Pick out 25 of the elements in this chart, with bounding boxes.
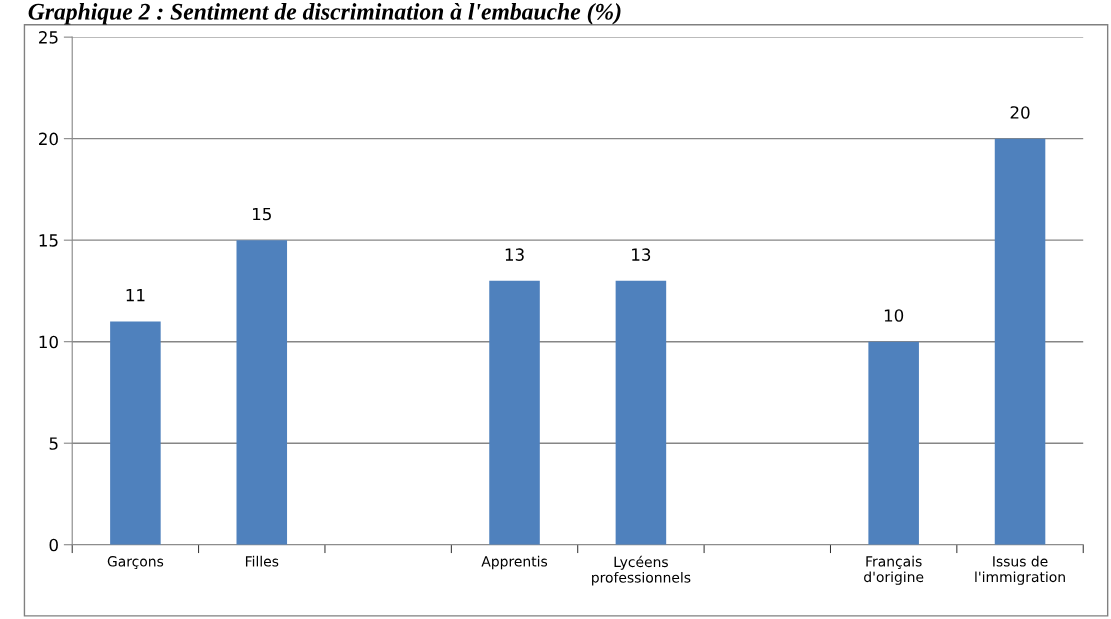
y-tick-label: 15: [39, 234, 58, 247]
bar: [994, 138, 1046, 545]
x-tick-label: Lycéens professionnels: [592, 555, 691, 586]
bar: [236, 240, 288, 545]
data-label: 20: [1010, 106, 1030, 119]
y-tick-label: 25: [39, 31, 58, 44]
data-label: 11: [126, 289, 145, 302]
y-tick-label: 10: [39, 335, 58, 349]
bar: [615, 280, 667, 545]
y-tick-label: 20: [39, 132, 58, 146]
bar: [110, 321, 161, 545]
bar: [868, 341, 919, 545]
chart-title: Graphique 2 : Sentiment de discrimination à l'embauche (%): [28, 3, 621, 25]
bar: [489, 280, 540, 545]
data-label: 10: [884, 309, 904, 322]
x-tick-label: Filles: [245, 555, 279, 567]
data-label: 13: [505, 248, 524, 261]
y-tick-label: 5: [49, 437, 58, 450]
data-label: 13: [632, 248, 651, 261]
x-tick-label: Apprentis: [481, 555, 548, 570]
x-tick-label: Français d'origine: [864, 555, 924, 585]
y-tick-label: 0: [49, 538, 58, 552]
data-label: 15: [253, 207, 271, 221]
x-tick-label: Issus de l'immigration: [975, 555, 1065, 585]
x-tick-label: Garçons: [107, 556, 164, 570]
